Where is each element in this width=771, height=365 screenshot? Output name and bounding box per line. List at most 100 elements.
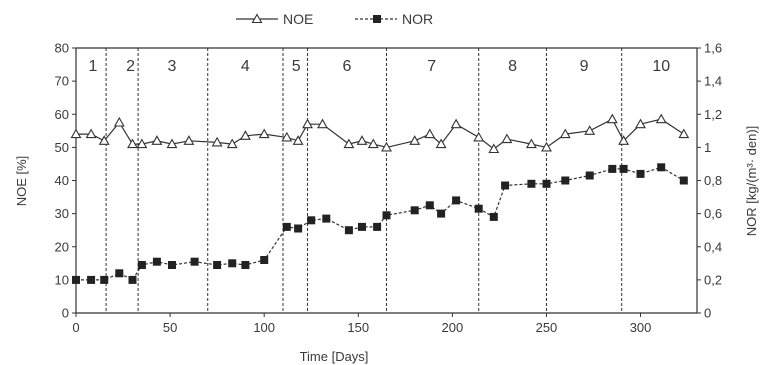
noe-data-point xyxy=(70,128,82,139)
y-left-tick-label: 80 xyxy=(55,41,69,56)
nor-data-point xyxy=(213,261,222,269)
legend-nor-label: NOR xyxy=(402,11,433,27)
nor-data-point xyxy=(527,179,536,188)
nor-data-point xyxy=(87,275,96,284)
nor-data-point xyxy=(425,201,434,210)
y-right-tick-label: 0,8 xyxy=(704,173,722,188)
nor-data-point xyxy=(542,179,551,188)
phase-label-1: 1 xyxy=(88,58,97,75)
noe-data-point xyxy=(343,138,355,149)
nor-data-point xyxy=(168,261,176,269)
noe-data-point xyxy=(367,138,379,149)
phase-label-9: 9 xyxy=(580,58,589,75)
noe-data-point xyxy=(317,118,328,129)
noe-data-point xyxy=(356,135,368,145)
nor-data-point xyxy=(322,214,331,223)
nor-data-point xyxy=(452,196,461,205)
nor-data-point xyxy=(260,256,269,264)
y-left-tick-label: 40 xyxy=(55,173,69,188)
noe-data-point xyxy=(473,131,485,142)
noe-data-point xyxy=(381,141,392,152)
noe-data-point xyxy=(292,135,304,145)
noe-data-point xyxy=(678,128,690,139)
nor-data-point xyxy=(489,212,498,221)
nor-data-point xyxy=(228,259,237,268)
nor-data-point xyxy=(307,216,316,225)
legend-noe-label: NOE xyxy=(283,11,313,27)
y-right-tick-label: 0,2 xyxy=(704,272,722,287)
nor-data-point xyxy=(100,275,109,284)
noe-data-point xyxy=(525,138,537,149)
noe-data-point xyxy=(635,118,646,129)
noe-data-point xyxy=(258,128,270,139)
y-right-tick-label: 1,6 xyxy=(704,41,722,56)
nor-data-point xyxy=(636,169,645,178)
noe-data-point xyxy=(409,135,421,145)
nor-data-point xyxy=(619,164,628,173)
noe-data-point xyxy=(501,133,513,144)
nor-data-point xyxy=(373,222,382,231)
phase-label-4: 4 xyxy=(241,58,250,75)
x-tick-label: 250 xyxy=(536,320,558,335)
phase-label-6: 6 xyxy=(343,58,352,75)
noe-data-point xyxy=(281,131,293,142)
nor-data-point xyxy=(137,261,146,269)
noe-data-point xyxy=(424,128,436,139)
y-right-tick-label: 0,6 xyxy=(704,206,722,221)
noe-data-point xyxy=(488,143,500,154)
y-left-tick-label: 10 xyxy=(55,272,69,287)
noe-data-point xyxy=(211,136,223,147)
legend-noe-marker xyxy=(251,13,263,24)
nor-data-point xyxy=(152,257,161,266)
phase-label-7: 7 xyxy=(427,58,436,75)
plot-area: 0102030405060708000,20,40,60,811,21,41,6… xyxy=(55,41,723,336)
noe-data-point xyxy=(183,135,195,145)
nor-data-point xyxy=(382,211,391,220)
y-left-tick-label: 20 xyxy=(55,239,69,254)
y-axis-right-title: NOR [kg/(m³· den)] xyxy=(744,126,759,237)
phase-label-2: 2 xyxy=(126,58,135,75)
noe-data-point xyxy=(136,138,148,149)
noe-data-point xyxy=(559,128,571,139)
noe-data-point xyxy=(151,135,163,145)
nor-data-point xyxy=(241,261,250,269)
noe-data-point xyxy=(226,138,238,149)
noe-data-point xyxy=(85,128,97,139)
noe-data-point xyxy=(606,113,618,124)
y-axis-left-title: NOE [%] xyxy=(14,156,29,207)
nor-data-point xyxy=(474,204,483,213)
nor-data-point xyxy=(190,257,199,266)
y-left-tick-label: 70 xyxy=(55,74,69,89)
noe-data-point xyxy=(435,138,447,149)
noe-data-point xyxy=(655,113,667,124)
nor-data-point xyxy=(501,181,510,190)
phase-label-5: 5 xyxy=(292,58,301,75)
noe-data-point xyxy=(302,118,313,129)
noe-data-point xyxy=(239,130,251,140)
y-left-tick-label: 50 xyxy=(55,140,69,155)
y-right-tick-label: 0 xyxy=(704,306,711,321)
phase-label-10: 10 xyxy=(652,58,670,75)
nor-data-point xyxy=(358,222,366,231)
x-tick-label: 200 xyxy=(442,320,464,335)
noe-data-point xyxy=(127,138,138,149)
x-tick-label: 0 xyxy=(72,320,79,335)
noe-data-point xyxy=(541,141,552,152)
noe-data-point xyxy=(113,116,125,127)
x-tick-label: 300 xyxy=(630,320,652,335)
nor-data-point xyxy=(657,163,666,172)
legend-nor-marker xyxy=(373,15,381,23)
nor-data-point xyxy=(72,275,80,284)
phase-label-8: 8 xyxy=(508,58,517,75)
x-tick-label: 150 xyxy=(347,320,369,335)
nor-data-point xyxy=(410,206,419,215)
phase-label-3: 3 xyxy=(168,58,177,75)
x-tick-label: 100 xyxy=(253,320,275,335)
y-right-tick-label: 1,2 xyxy=(704,107,722,122)
noe-data-point xyxy=(98,135,110,145)
y-right-tick-label: 1 xyxy=(704,140,711,155)
nor-data-point xyxy=(585,171,594,180)
nor-data-point xyxy=(294,224,303,233)
y-right-tick-label: 0,4 xyxy=(704,239,722,254)
